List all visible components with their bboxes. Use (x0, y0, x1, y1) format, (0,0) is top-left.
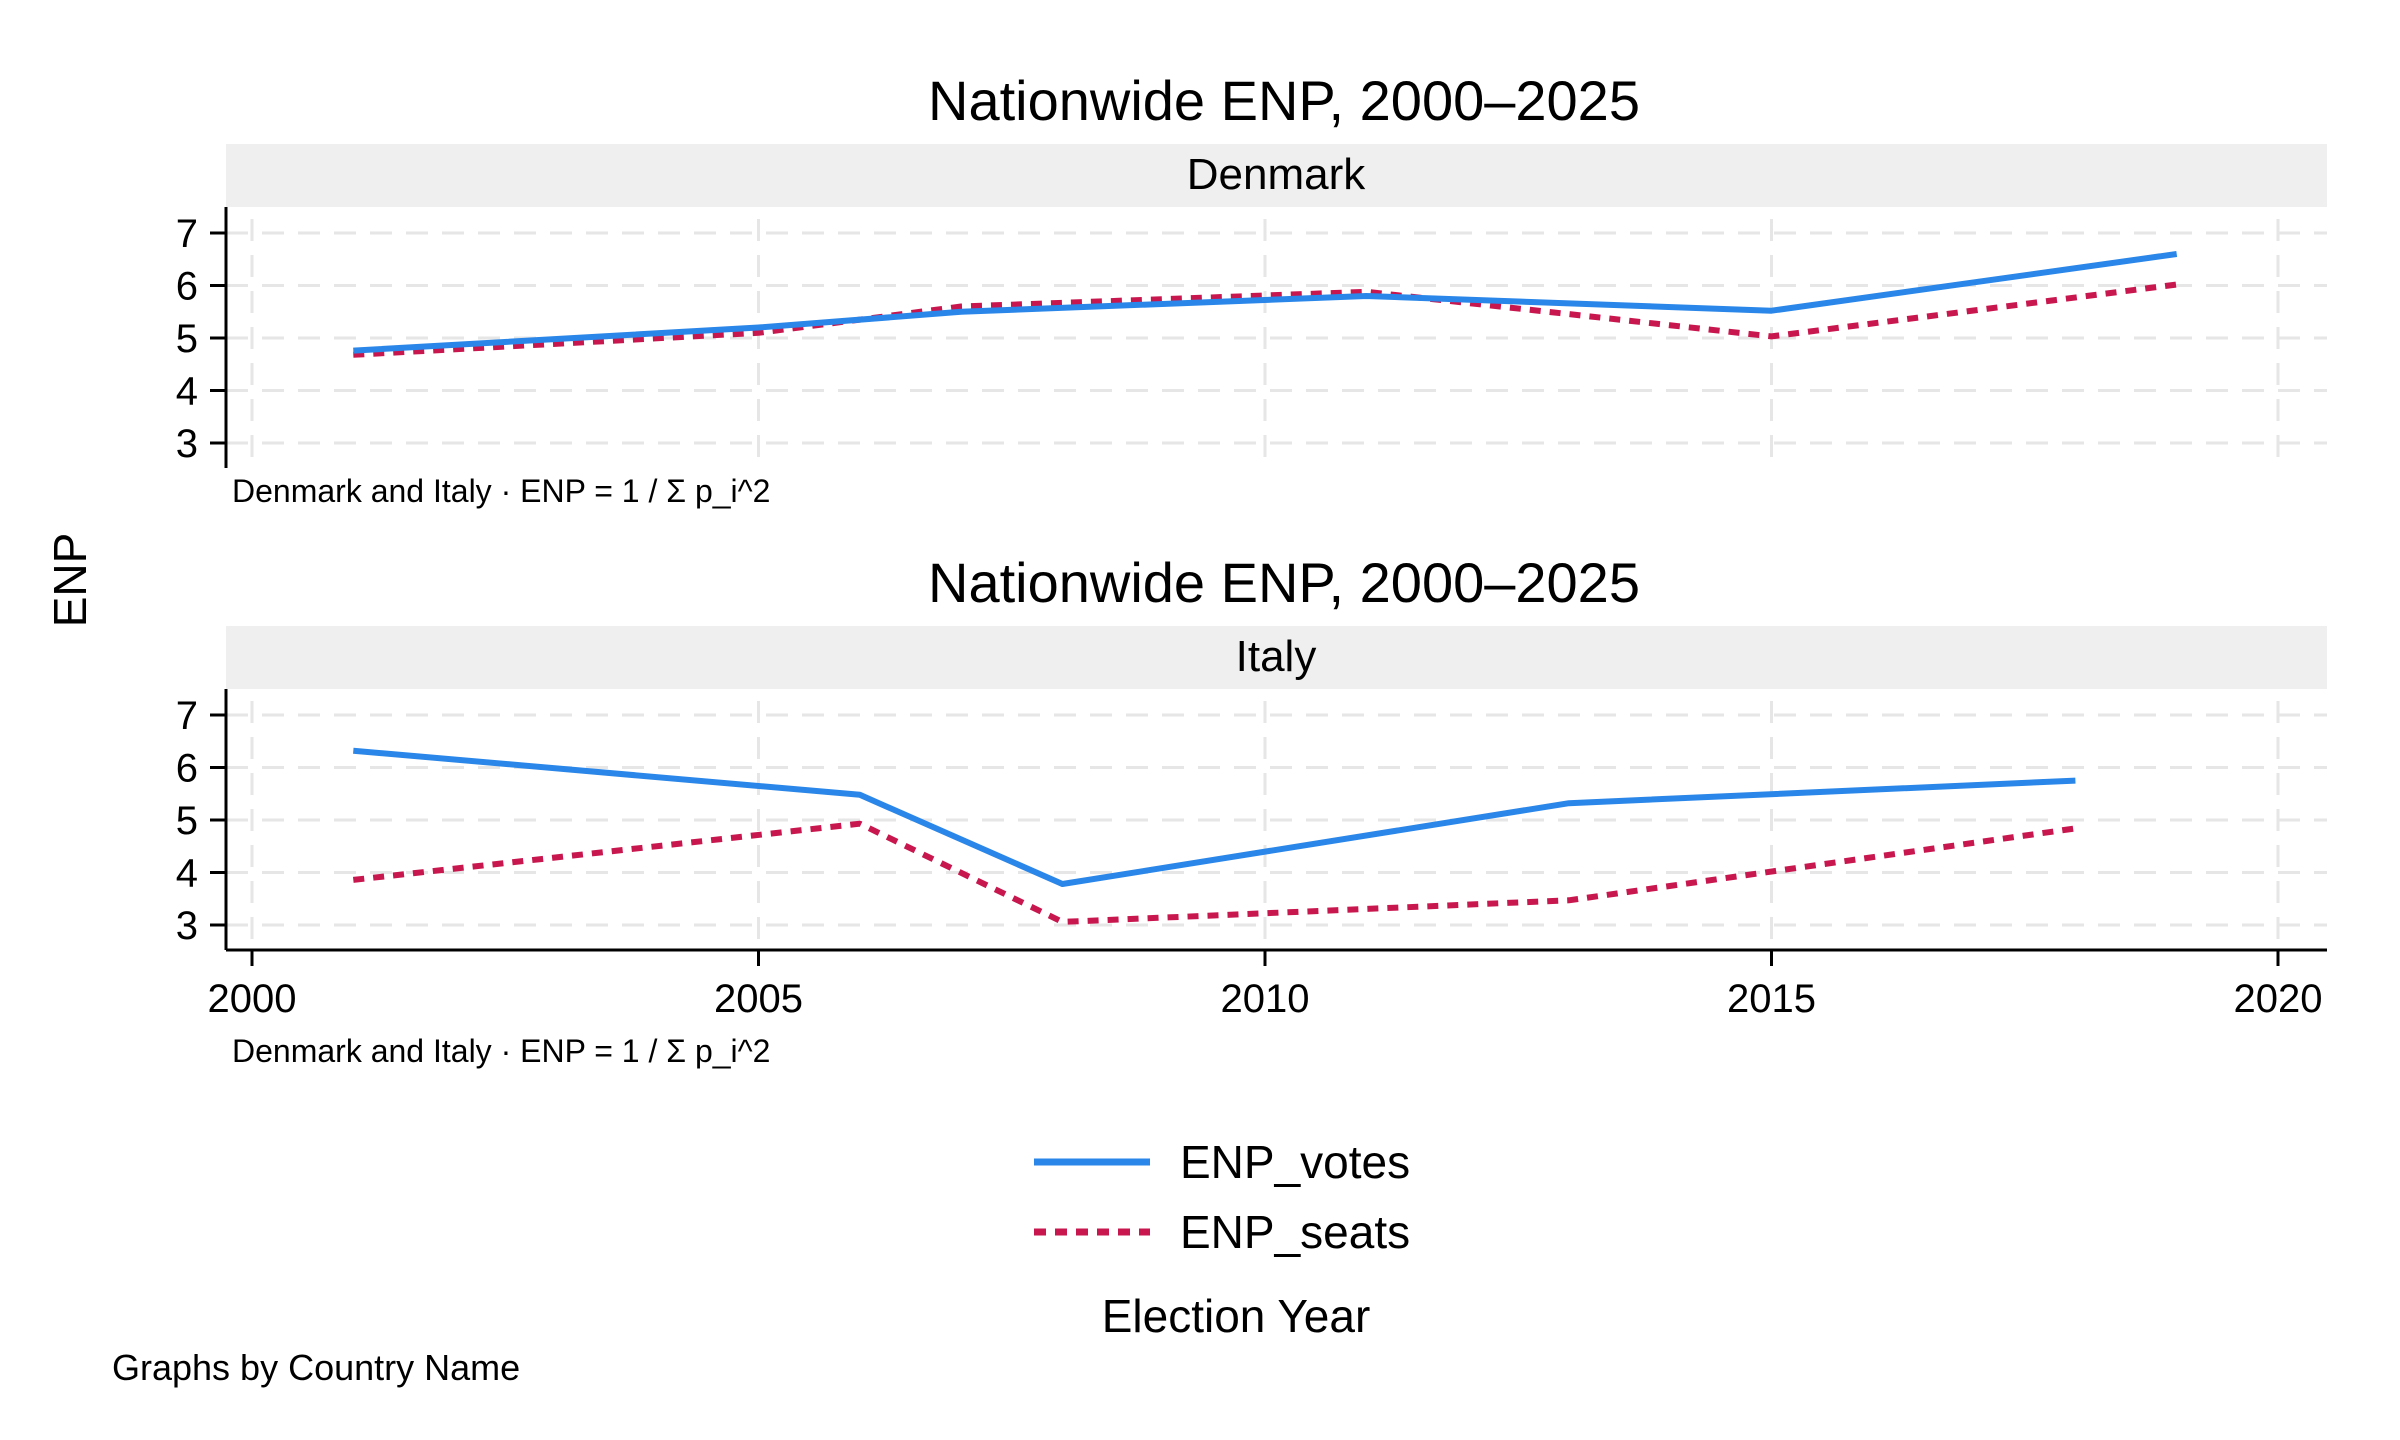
y-tick-label: 3 (176, 904, 198, 948)
y-tick-label: 3 (176, 422, 198, 466)
x-tick-label: 2005 (714, 977, 803, 1021)
x-tick-label: 2010 (1221, 977, 1310, 1021)
y-tick-label: 5 (176, 799, 198, 843)
panel-italy: Nationwide ENP, 2000–2025 Italy 3 4 5 6 7 2000 2… (176, 551, 2327, 1069)
y-tick-label: 6 (176, 265, 198, 309)
y-tick-label: 6 (176, 747, 198, 791)
x-tick-label: 2015 (1727, 977, 1816, 1021)
y-tick-label: 7 (176, 694, 198, 738)
panel-caption: Denmark and Italy · ENP = 1 / Σ p_i^2 (232, 1033, 770, 1069)
x-tick-label: 2000 (208, 977, 297, 1021)
panels: Nationwide ENP, 2000–2025 Denmark 3 4 5 6 7 Den… (176, 69, 2327, 1069)
legend-label: ENP_seats (1180, 1206, 1410, 1258)
graphs-by-note: Graphs by Country Name (112, 1347, 520, 1388)
legend-label: ENP_votes (1180, 1136, 1410, 1188)
panel-strip-label: Denmark (1187, 150, 1366, 199)
panel-strip (226, 144, 2327, 207)
x-axis-label: Election Year (1102, 1290, 1371, 1342)
y-tick-label: 4 (176, 370, 198, 414)
panel-title: Nationwide ENP, 2000–2025 (928, 551, 1640, 614)
panel-strip-label: Italy (1236, 632, 1317, 681)
y-tick-label: 5 (176, 317, 198, 361)
y-tick-label: 4 (176, 852, 198, 896)
panel-strip (226, 626, 2327, 689)
y-tick-label: 7 (176, 212, 198, 256)
series-line-enp-votes (353, 747, 2076, 887)
series-line-enp-votes (353, 251, 2178, 354)
panel-title: Nationwide ENP, 2000–2025 (928, 69, 1640, 132)
x-tick-label: 2020 (2234, 977, 2323, 1021)
y-axis-label: ENP (44, 533, 96, 628)
legend: ENP_votes ENP_seats (1034, 1136, 1410, 1258)
panel-caption: Denmark and Italy · ENP = 1 / Σ p_i^2 (232, 473, 770, 509)
panel-denmark: Nationwide ENP, 2000–2025 Denmark 3 4 5 6 7 Den… (176, 69, 2327, 509)
